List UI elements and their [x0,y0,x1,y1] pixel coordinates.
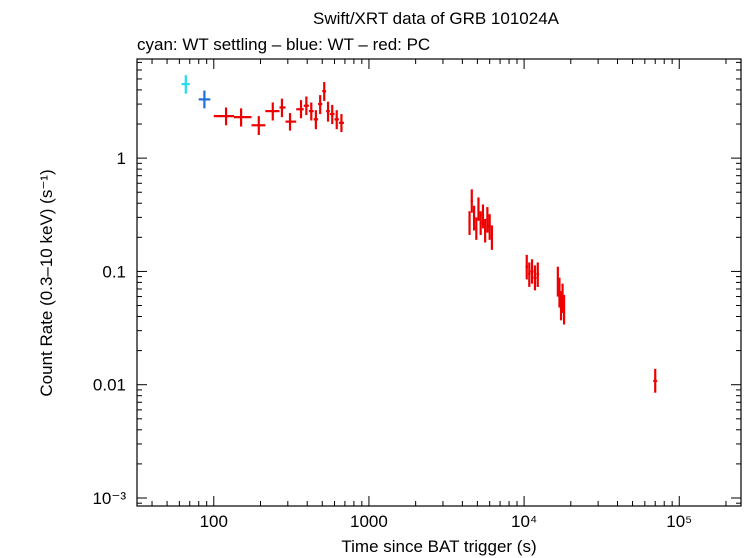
data-point [234,108,252,127]
y-axis-label: Count Rate (0.3–10 keV) (s⁻¹) [37,169,56,396]
data-point [329,104,335,125]
data-point [488,214,491,240]
x-tick-label: 100 [200,512,228,531]
data-point [285,113,297,131]
data-point [653,368,658,393]
data-point [318,95,323,115]
plot-frame [136,58,742,507]
data-point [303,96,309,116]
data-point [334,110,339,130]
x-tick-label: 1000 [350,512,388,531]
y-tick-label: 10⁻³ [92,489,126,508]
data-point [481,204,485,229]
data-point [468,211,471,235]
data-point [533,265,537,291]
y-tick-label: 1 [117,149,126,168]
data-point [338,114,344,133]
data-point [308,102,314,121]
chart-subtitle: cyan: WT settling – blue: WT – red: PC [137,35,430,54]
data-point [562,294,566,325]
data-point [528,262,531,287]
data-series [181,75,658,393]
data-point [313,110,319,130]
data-point [484,219,487,243]
data-point [181,75,190,94]
data-point [475,217,478,240]
x-tick-label: 10⁴ [511,512,537,531]
data-point [213,107,235,126]
y-tick-label: 0.1 [102,262,126,281]
data-point [490,225,493,250]
data-point [525,254,529,280]
x-axis-label: Time since BAT trigger (s) [341,537,536,556]
data-point [530,259,534,284]
data-point [326,101,330,122]
data-point [251,116,266,136]
data-point [477,197,480,221]
data-point [322,81,327,101]
data-point [296,100,304,119]
data-point [470,189,473,213]
series-pc [213,81,658,393]
data-point [479,211,482,235]
y-tick-labels: 1 0.1 0.01 10⁻³ [92,149,126,508]
axis-ticks [137,59,741,506]
series-wt [198,90,211,109]
x-tick-label: 10⁵ [666,512,692,531]
x-tick-labels: 100 1000 10⁴ 10⁵ [200,512,693,531]
data-point [472,205,476,231]
data-point [198,90,211,109]
data-point [265,102,280,121]
y-tick-label: 0.01 [93,376,126,395]
series-wt-settling [181,75,190,94]
chart-title: Swift/XRT data of GRB 101024A [313,9,560,28]
data-point [279,98,286,118]
data-point [486,207,489,233]
data-point [536,262,540,287]
